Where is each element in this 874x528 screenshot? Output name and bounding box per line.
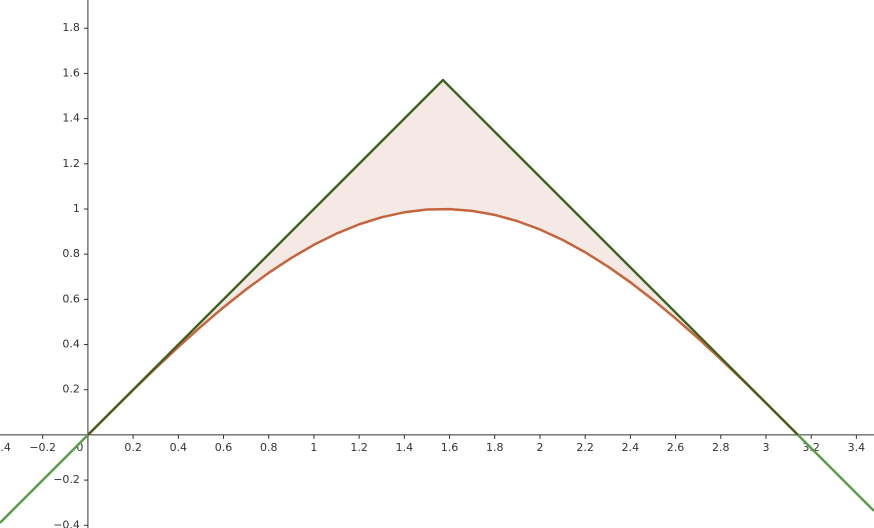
x-tick-label: 1.4 <box>396 441 414 454</box>
region-edge <box>87 78 799 436</box>
x-tick-label: 3.4 <box>848 441 866 454</box>
y-tick-label: 1.2 <box>62 157 80 170</box>
x-tick-label: −0.2 <box>29 441 56 454</box>
x-tick-label: 0.2 <box>124 441 142 454</box>
filled-region <box>87 80 798 435</box>
y-tick-label: 1.8 <box>62 21 80 34</box>
y-tick-label: 0.2 <box>62 383 80 396</box>
y-tick-label: 1.4 <box>62 112 80 125</box>
x-tick-label: 1 <box>310 441 317 454</box>
x-tick-label: 1.8 <box>486 441 504 454</box>
y-tick-label: 0.6 <box>62 292 80 305</box>
y-tick-label: 0.8 <box>62 247 80 260</box>
x-tick-label: 2.6 <box>667 441 685 454</box>
x-tick-label: −0.4 <box>0 441 11 454</box>
y-tick-label: −0.4 <box>53 518 80 528</box>
x-tick-label: 1.2 <box>350 441 368 454</box>
y-tick-label: 1.6 <box>62 66 80 79</box>
y-tick-label: −0.2 <box>53 473 80 486</box>
x-tick-label: 0 <box>76 441 83 454</box>
x-tick-label: 2.4 <box>622 441 640 454</box>
y-tick-label: 0.4 <box>62 338 80 351</box>
x-tick-label: 2.8 <box>712 441 730 454</box>
y-tick-label: 1 <box>73 202 80 215</box>
x-tick-label: 0.6 <box>215 441 233 454</box>
x-tick-label: 3 <box>762 441 769 454</box>
function-curve <box>87 207 799 436</box>
x-tick-label: 0.4 <box>170 441 188 454</box>
x-tick-label: 1.6 <box>441 441 459 454</box>
x-tick-label: 0.8 <box>260 441 278 454</box>
x-tick-label: 2.2 <box>576 441 594 454</box>
x-tick-label: 2 <box>536 441 543 454</box>
